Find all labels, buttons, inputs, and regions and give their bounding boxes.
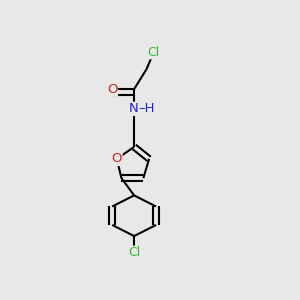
- Text: Cl: Cl: [148, 46, 160, 59]
- Text: O: O: [112, 152, 122, 165]
- Text: Cl: Cl: [128, 246, 140, 259]
- Text: N: N: [129, 102, 139, 115]
- Text: –H: –H: [139, 102, 155, 115]
- Text: O: O: [107, 82, 117, 96]
